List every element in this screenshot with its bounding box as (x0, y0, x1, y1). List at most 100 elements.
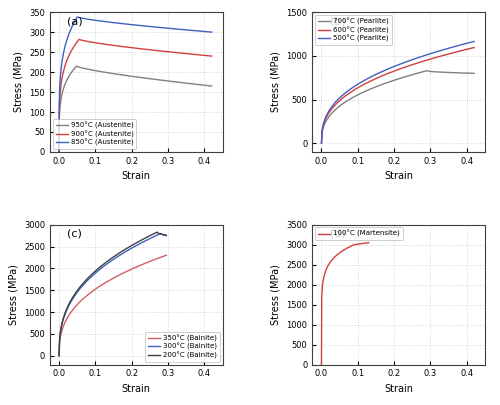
600°C (Pearlite) (424, 58, 430, 62)
350°C (Bainite) (74, 303, 80, 307)
Y-axis label: Stress (MPa): Stress (MPa) (8, 264, 18, 325)
Y-axis label: Stress (MPa): Stress (MPa) (271, 264, 281, 325)
100°C (Martensite) (366, 240, 372, 245)
Text: (c): (c) (68, 229, 82, 239)
X-axis label: Strain: Strain (384, 171, 413, 181)
300°C (Bainite) (84, 278, 90, 283)
100°C (Martensite) (338, 249, 344, 254)
200°C (Bainite) (73, 290, 79, 295)
350°C (Bainite) (99, 282, 105, 287)
200°C (Bainite) (78, 284, 84, 289)
350°C (Bainite) (159, 254, 165, 259)
200°C (Bainite) (155, 230, 161, 235)
Line: 500°C (Pearlite): 500°C (Pearlite) (322, 41, 474, 143)
900°C (Austenite) (122, 45, 128, 49)
850°C (Austenite) (184, 28, 190, 32)
600°C (Pearlite) (318, 141, 324, 146)
Y-axis label: Stress (MPa): Stress (MPa) (14, 51, 24, 113)
700°C (Pearlite) (336, 104, 342, 109)
Text: (b): (b) (330, 16, 345, 26)
700°C (Pearlite) (342, 100, 347, 105)
600°C (Pearlite) (406, 63, 412, 68)
200°C (Bainite) (164, 233, 170, 238)
500°C (Pearlite) (471, 39, 477, 44)
950°C (Austenite) (120, 73, 126, 78)
Line: 900°C (Austenite): 900°C (Austenite) (59, 39, 212, 152)
Line: 200°C (Bainite): 200°C (Bainite) (59, 232, 166, 356)
950°C (Austenite) (68, 70, 74, 75)
700°C (Pearlite) (348, 96, 354, 101)
850°C (Austenite) (208, 30, 214, 34)
X-axis label: Strain: Strain (384, 384, 413, 394)
600°C (Pearlite) (344, 93, 349, 98)
850°C (Austenite) (74, 15, 80, 19)
100°C (Martensite) (318, 362, 324, 367)
500°C (Pearlite) (318, 141, 324, 146)
350°C (Bainite) (130, 266, 136, 271)
100°C (Martensite) (342, 247, 348, 252)
900°C (Austenite) (127, 45, 133, 50)
950°C (Austenite) (208, 83, 214, 88)
X-axis label: Strain: Strain (122, 384, 151, 394)
100°C (Martensite) (364, 241, 370, 245)
200°C (Bainite) (154, 230, 160, 234)
Legend: 700°C (Pearlite), 600°C (Pearlite), 500°C (Pearlite): 700°C (Pearlite), 600°C (Pearlite), 500°… (315, 15, 392, 45)
X-axis label: Strain: Strain (122, 171, 151, 181)
350°C (Bainite) (56, 353, 62, 358)
950°C (Austenite) (56, 149, 62, 154)
500°C (Pearlite) (406, 58, 412, 63)
100°C (Martensite) (340, 248, 346, 253)
300°C (Bainite) (158, 231, 164, 236)
Line: 100°C (Martensite): 100°C (Martensite) (322, 243, 368, 364)
900°C (Austenite) (70, 45, 76, 49)
200°C (Bainite) (160, 232, 166, 237)
850°C (Austenite) (56, 149, 62, 154)
950°C (Austenite) (184, 81, 190, 86)
900°C (Austenite) (56, 149, 62, 154)
200°C (Bainite) (56, 353, 62, 358)
300°C (Bainite) (164, 233, 170, 238)
350°C (Bainite) (118, 272, 124, 277)
850°C (Austenite) (121, 21, 127, 26)
900°C (Austenite) (70, 45, 76, 50)
Text: (d): (d) (330, 229, 345, 239)
950°C (Austenite) (74, 64, 80, 68)
900°C (Austenite) (208, 54, 214, 59)
200°C (Bainite) (114, 252, 120, 256)
500°C (Pearlite) (344, 90, 349, 94)
500°C (Pearlite) (465, 40, 471, 45)
300°C (Bainite) (117, 253, 123, 258)
100°C (Martensite) (319, 289, 325, 294)
600°C (Pearlite) (380, 73, 386, 78)
Line: 850°C (Austenite): 850°C (Austenite) (59, 17, 212, 152)
350°C (Bainite) (164, 253, 170, 258)
500°C (Pearlite) (380, 69, 386, 74)
200°C (Bainite) (84, 277, 89, 282)
700°C (Pearlite) (318, 141, 324, 146)
500°C (Pearlite) (424, 52, 430, 57)
850°C (Austenite) (124, 22, 130, 27)
Legend: 950°C (Austenite), 900°C (Austenite), 850°C (Austenite): 950°C (Austenite), 900°C (Austenite), 85… (53, 119, 136, 149)
300°C (Bainite) (56, 353, 62, 358)
Line: 700°C (Pearlite): 700°C (Pearlite) (322, 71, 474, 143)
Line: 950°C (Austenite): 950°C (Austenite) (59, 66, 212, 152)
900°C (Austenite) (125, 45, 131, 50)
300°C (Bainite) (161, 232, 167, 237)
600°C (Pearlite) (382, 72, 388, 77)
300°C (Bainite) (74, 290, 80, 295)
300°C (Bainite) (158, 232, 164, 237)
850°C (Austenite) (69, 24, 75, 29)
300°C (Bainite) (78, 285, 84, 290)
Y-axis label: Stress (MPa): Stress (MPa) (271, 51, 281, 113)
Line: 600°C (Pearlite): 600°C (Pearlite) (322, 47, 474, 143)
900°C (Austenite) (76, 37, 82, 42)
600°C (Pearlite) (465, 47, 471, 51)
700°C (Pearlite) (382, 81, 388, 86)
Legend: 100°C (Martensite): 100°C (Martensite) (315, 228, 402, 240)
100°C (Martensite) (318, 294, 324, 299)
350°C (Bainite) (100, 281, 106, 286)
500°C (Pearlite) (382, 68, 388, 73)
Legend: 350°C (Bainite), 300°C (Bainite), 200°C (Bainite): 350°C (Bainite), 300°C (Bainite), 200°C … (145, 332, 220, 362)
850°C (Austenite) (126, 22, 132, 27)
700°C (Pearlite) (471, 71, 477, 76)
